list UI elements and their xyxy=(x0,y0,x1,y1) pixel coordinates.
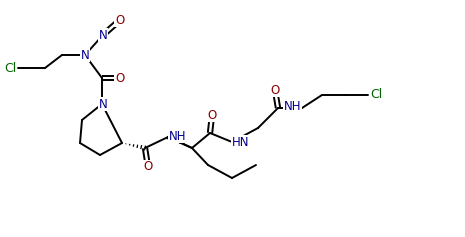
Text: O: O xyxy=(207,109,217,122)
Text: N: N xyxy=(99,28,107,41)
Text: Cl: Cl xyxy=(4,61,16,74)
Text: NH: NH xyxy=(169,129,186,142)
Text: O: O xyxy=(115,72,125,85)
Text: O: O xyxy=(270,83,279,96)
Text: O: O xyxy=(115,14,125,27)
Text: HN: HN xyxy=(232,136,250,149)
Text: O: O xyxy=(143,160,153,173)
Text: Cl: Cl xyxy=(370,88,382,101)
Text: N: N xyxy=(80,49,89,61)
Text: N: N xyxy=(99,97,107,110)
Text: NH: NH xyxy=(284,100,301,114)
